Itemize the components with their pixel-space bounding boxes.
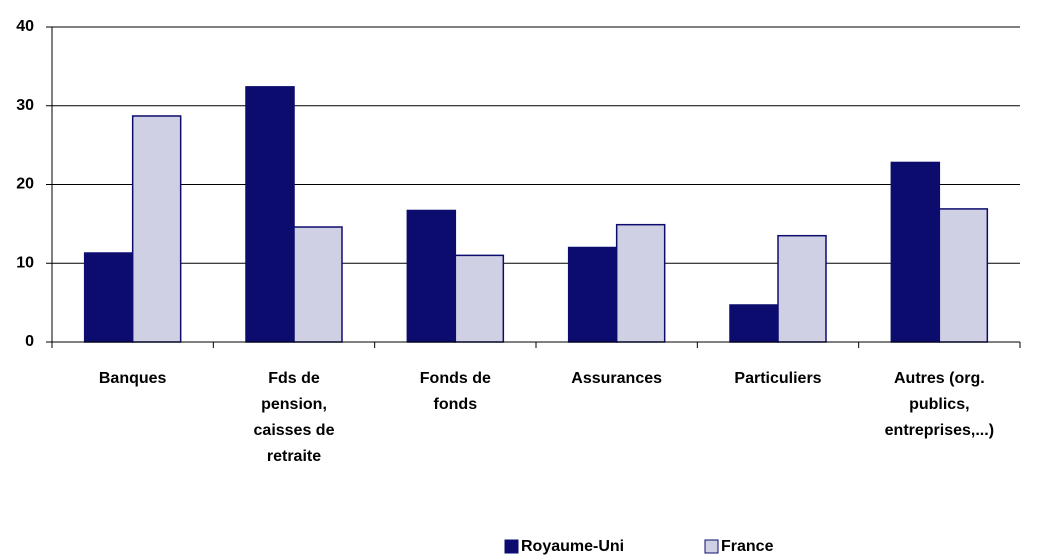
legend-swatch xyxy=(704,539,719,554)
legend-label: France xyxy=(721,538,774,555)
x-tick-label: Autres (org. publics, entreprises,...) xyxy=(885,370,994,439)
x-tick-label: Banques xyxy=(99,370,167,387)
y-tick-label: 40 xyxy=(16,18,34,35)
bar xyxy=(615,223,666,343)
x-tick-label: Assurances xyxy=(571,370,662,387)
bar xyxy=(454,254,505,343)
x-tick-label: Particuliers xyxy=(734,370,821,387)
bar xyxy=(293,226,343,343)
bar xyxy=(777,234,827,343)
y-tick-label: 10 xyxy=(16,254,34,271)
legend-swatch xyxy=(504,539,519,554)
x-tick-label: Fds de pension, caisses de retraite xyxy=(254,370,335,465)
bar xyxy=(83,252,134,343)
bar xyxy=(938,208,989,343)
bar xyxy=(131,115,182,343)
y-tick-label: 20 xyxy=(16,176,34,193)
legend-label: Royaume-Uni xyxy=(521,538,624,555)
x-tick-label: Fonds de fonds xyxy=(420,370,491,413)
bar xyxy=(729,304,779,343)
bar xyxy=(567,246,618,343)
y-tick-label: 0 xyxy=(25,333,34,350)
y-tick-label: 30 xyxy=(16,97,34,114)
bar xyxy=(406,209,457,343)
bar xyxy=(245,86,295,343)
bar xyxy=(890,161,941,343)
